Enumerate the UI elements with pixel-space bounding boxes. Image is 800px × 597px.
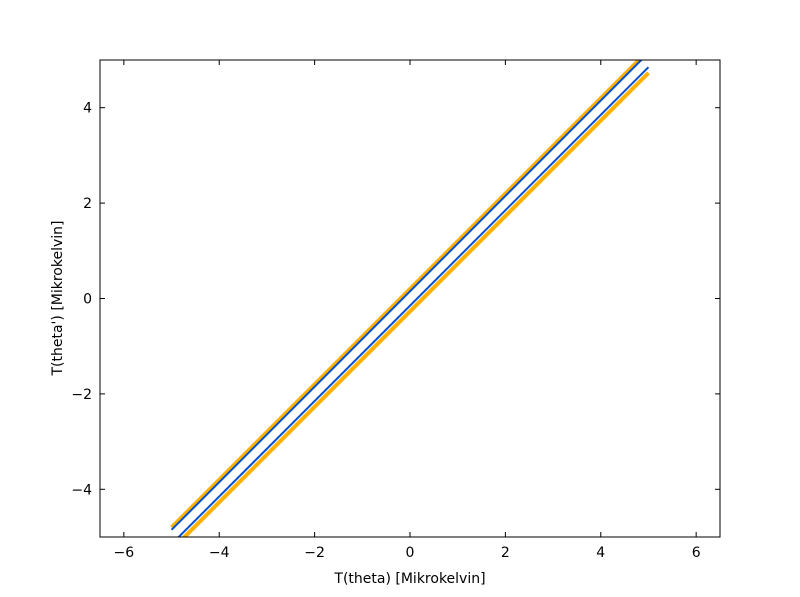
x-tick-label: 0: [406, 545, 415, 561]
x-tick-label: 4: [596, 545, 605, 561]
x-axis-label: T(theta) [Mikrokelvin]: [333, 571, 485, 587]
x-tick-label: −2: [304, 545, 325, 561]
y-axis-label: T(theta') [Mikrokelvin]: [50, 221, 66, 377]
data-line: [170, 60, 642, 529]
data-line: [177, 66, 650, 537]
x-tick-label: 6: [692, 545, 701, 561]
x-tick-label: −6: [114, 545, 135, 561]
y-tick-label: −2: [71, 387, 92, 403]
y-tick-label: −4: [71, 482, 92, 498]
y-tick-label: 0: [83, 292, 92, 308]
plot-lines: [170, 60, 650, 537]
y-tick-label: 2: [83, 196, 92, 212]
x-tick-label: 2: [501, 545, 510, 561]
y-tick-label: 4: [83, 101, 92, 117]
data-line: [170, 60, 643, 531]
data-line: [181, 71, 650, 537]
x-tick-label: −4: [209, 545, 230, 561]
